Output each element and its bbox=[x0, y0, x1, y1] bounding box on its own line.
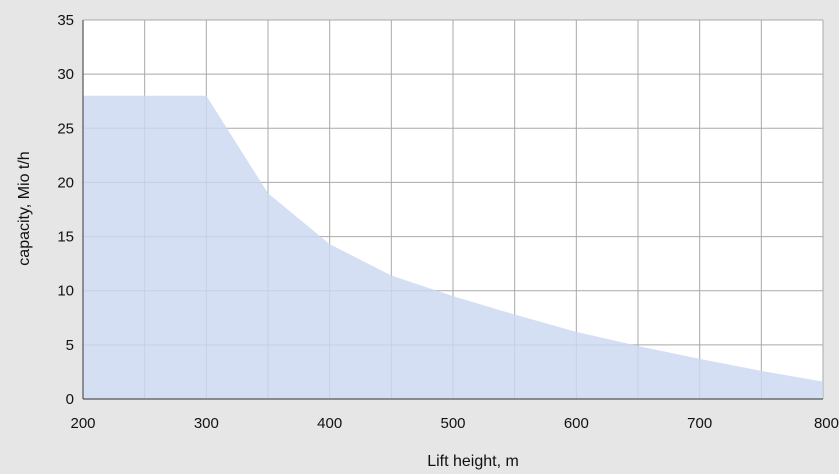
tick-labels: 200 300 400 500 600 700 800 0 5 10 15 20 25 30 35 bbox=[57, 12, 839, 432]
x-tick-label: 700 bbox=[687, 415, 712, 432]
x-tick-label: 200 bbox=[70, 415, 95, 432]
x-tick-label: 400 bbox=[317, 415, 342, 432]
axes bbox=[82, 20, 823, 400]
x-tick-label: 500 bbox=[440, 415, 465, 432]
y-tick-label: 10 bbox=[57, 283, 74, 300]
x-tick-label: 800 bbox=[814, 415, 839, 432]
x-tick-label: 300 bbox=[194, 415, 219, 432]
x-axis-title: Lift height, m bbox=[427, 453, 519, 470]
y-axis-title: capacity, Mio t/h bbox=[16, 151, 33, 265]
y-tick-label: 0 bbox=[66, 391, 74, 408]
y-tick-label: 30 bbox=[57, 66, 74, 83]
y-tick-label: 5 bbox=[66, 337, 74, 354]
y-tick-label: 35 bbox=[57, 12, 74, 29]
capacity-area bbox=[83, 95, 823, 400]
grid-lines bbox=[83, 19, 824, 399]
y-tick-label: 20 bbox=[57, 174, 74, 191]
y-tick-label: 15 bbox=[57, 229, 74, 246]
y-tick-label: 25 bbox=[57, 120, 74, 137]
x-tick-label: 600 bbox=[564, 415, 589, 432]
